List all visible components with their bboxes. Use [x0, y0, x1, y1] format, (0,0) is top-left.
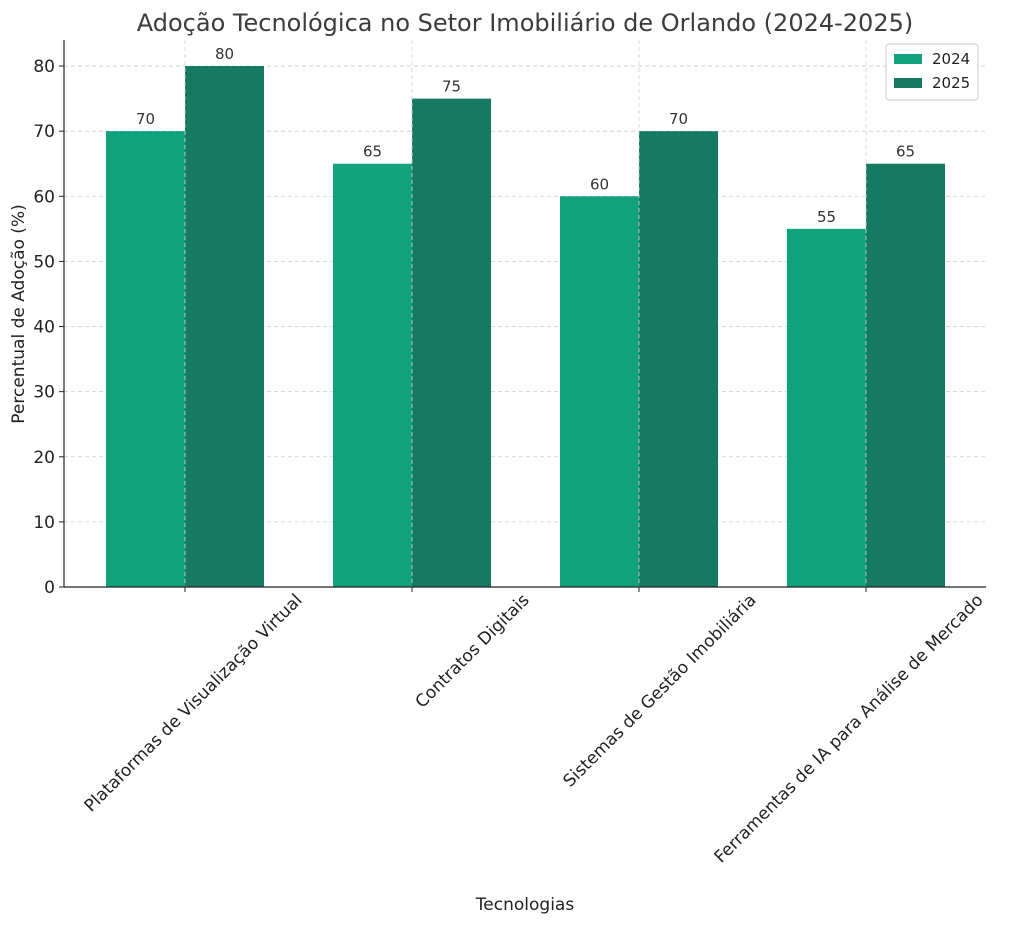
bars — [106, 66, 945, 588]
bar-2024-2 — [560, 196, 639, 588]
y-tick-label: 10 — [33, 513, 55, 533]
y-tick-label: 70 — [33, 122, 55, 142]
x-tick-label: Ferramentas de IA para Análise de Mercad… — [711, 590, 988, 867]
y-tick-label: 80 — [33, 57, 55, 77]
data-label: 70 — [669, 110, 688, 128]
chart-title: Adoção Tecnológica no Setor Imobiliário … — [137, 9, 913, 37]
y-tick-label: 40 — [33, 318, 55, 338]
y-tick-label: 60 — [33, 187, 55, 207]
data-label: 70 — [136, 110, 155, 128]
data-label: 65 — [363, 143, 382, 161]
bar-2024-1 — [333, 163, 412, 587]
data-label: 80 — [215, 45, 234, 63]
legend-label: 2025 — [932, 74, 970, 92]
data-labels: 70 65 60 55 80 75 70 65 — [136, 40, 915, 587]
data-label: 60 — [590, 175, 609, 193]
legend-swatch-2024 — [894, 54, 922, 64]
y-tick-label: 50 — [33, 252, 55, 272]
legend-label: 2024 — [932, 50, 970, 68]
x-axis-label: Tecnologias — [475, 895, 575, 915]
data-label: 75 — [442, 78, 461, 96]
legend-swatch-2025 — [894, 78, 922, 88]
bar-2025-1 — [412, 98, 491, 587]
y-tick-label: 0 — [44, 578, 55, 598]
legend: 2024 2025 — [885, 43, 979, 101]
y-tick-label: 30 — [33, 383, 55, 403]
x-ticks: Plataformas de Visualização Virtual Contr… — [81, 587, 988, 867]
y-axis-label: Percentual de Adoção (%) — [9, 204, 29, 423]
x-tick-label: Sistemas de Gestão Imobiliária — [560, 590, 761, 791]
bar-2025-2 — [639, 131, 718, 587]
data-label: 55 — [817, 208, 836, 226]
bar-2025-0 — [185, 66, 264, 588]
bar-2024-3 — [787, 228, 866, 587]
y-tick-label: 20 — [33, 448, 55, 468]
bar-2024-0 — [106, 131, 185, 587]
data-label: 65 — [896, 143, 915, 161]
x-tick-label: Contratos Digitais — [412, 590, 534, 712]
bar-2025-3 — [866, 163, 945, 587]
x-tick-label: Plataformas de Visualização Virtual — [81, 590, 307, 816]
y-ticks: 0 10 20 30 40 50 60 70 80 — [33, 57, 64, 598]
